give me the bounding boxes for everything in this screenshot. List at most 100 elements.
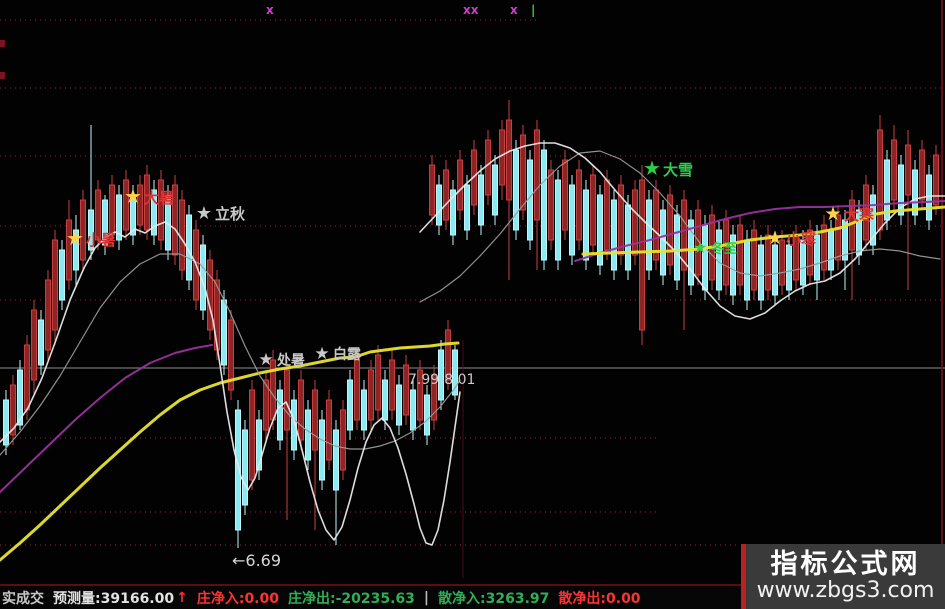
candle-up	[604, 179, 610, 251]
candle-down	[478, 174, 484, 226]
solar-term-label: 冬至	[711, 241, 737, 257]
candle-up	[284, 369, 290, 431]
candle-up	[31, 309, 37, 381]
star-icon: ★	[258, 350, 273, 370]
candle-down	[702, 224, 708, 291]
candle-down	[235, 409, 241, 531]
star-icon: ★	[766, 227, 783, 249]
candle-down	[452, 349, 458, 396]
candle-up	[368, 369, 374, 421]
candle-up	[891, 139, 897, 201]
candle-up	[807, 229, 813, 276]
candle-up	[263, 379, 269, 431]
ma-yellow-left	[0, 341, 460, 562]
candle-up	[765, 234, 771, 291]
candle-up	[751, 229, 757, 291]
status-item: 庄净入:0.00	[196, 590, 279, 607]
candle-up	[123, 179, 129, 231]
status-item: 实成交	[2, 590, 44, 607]
candle-up	[485, 139, 491, 196]
candle-up	[228, 319, 234, 391]
candle-down	[912, 169, 918, 216]
top-mark: x	[510, 3, 518, 17]
star-icon: ★	[693, 238, 707, 257]
candle-up	[919, 149, 925, 201]
candle-down	[492, 164, 498, 216]
candle-up	[354, 359, 360, 421]
candle-down	[842, 219, 848, 261]
candle-down	[277, 389, 283, 441]
candle-down	[59, 249, 65, 301]
candle-up	[207, 259, 213, 331]
candle-up	[24, 344, 30, 411]
candlestick-chart: ★ 小暑★ 大暑★ 立秋★ 处暑 ★ 白露★ 大雪★ 冬至★ 小寒★ 大寒7.99-8.01←6.6…	[0, 0, 945, 578]
candle-up	[45, 279, 51, 351]
solar-term-label: 大雪	[663, 161, 693, 179]
star-icon: ★	[66, 226, 84, 250]
candle-up	[548, 169, 554, 241]
candle-down	[898, 164, 904, 216]
candle-up	[417, 369, 423, 421]
candle-up	[326, 399, 332, 461]
candle-down	[221, 299, 227, 366]
ma-white-right	[419, 142, 945, 320]
star-icon: ★	[824, 203, 841, 225]
candle-down	[814, 234, 820, 281]
candle-down	[625, 204, 631, 271]
watermark-box: 指标公式网 www.zbgs3.com	[741, 544, 945, 609]
ma-gray-left	[0, 253, 461, 456]
candle-down	[870, 194, 876, 246]
status-item: 散净入:3263.97	[438, 590, 550, 607]
candle-up	[562, 159, 568, 231]
candle-up	[695, 209, 701, 276]
candle-up	[389, 359, 395, 411]
status-item: 散净出:0.00	[558, 590, 641, 607]
candle-down	[611, 199, 617, 271]
candle-up	[158, 179, 164, 241]
ma-gray-right	[419, 150, 941, 303]
candle-up	[737, 224, 743, 286]
candle-up	[457, 159, 463, 211]
candle-up	[144, 174, 150, 231]
candle-down	[730, 234, 736, 296]
star-icon: ★	[124, 184, 142, 208]
candle-down	[688, 219, 694, 286]
ma-white-left	[0, 221, 461, 546]
top-mark: |	[531, 3, 535, 17]
candle-up	[933, 154, 939, 206]
candle-up	[375, 354, 381, 411]
candle-down	[347, 379, 353, 431]
candle-down	[436, 184, 442, 226]
candle-down	[333, 429, 339, 491]
candle-down	[130, 194, 136, 236]
top-mark: xx	[463, 3, 479, 17]
candle-down	[382, 379, 388, 421]
candle-down	[800, 239, 806, 286]
candle-up	[863, 184, 869, 241]
top-mark: x	[266, 3, 274, 17]
candle-up	[534, 129, 540, 221]
candle-down	[396, 384, 402, 426]
candle-down	[319, 419, 325, 481]
ma-purple-right	[574, 200, 945, 262]
candle-down	[660, 209, 666, 276]
candle-down	[424, 394, 430, 436]
candle-up	[179, 199, 185, 271]
candle-up	[80, 199, 86, 261]
candle-up	[431, 374, 437, 421]
edge-mark	[0, 40, 5, 47]
candle-up	[249, 389, 255, 481]
status-item: ↑	[176, 589, 188, 606]
candle-down	[828, 229, 834, 271]
candle-down	[744, 239, 750, 301]
candle-down	[3, 399, 9, 446]
status-item: 预测量:39166.00	[53, 590, 175, 607]
solar-term-label: 处暑	[276, 352, 305, 369]
candle-up	[520, 134, 526, 211]
candle-up	[632, 189, 638, 256]
star-icon: ★	[314, 344, 329, 364]
status-item: |	[423, 589, 430, 606]
candle-up	[590, 174, 596, 246]
candle-up	[667, 194, 673, 266]
candle-up	[723, 219, 729, 286]
